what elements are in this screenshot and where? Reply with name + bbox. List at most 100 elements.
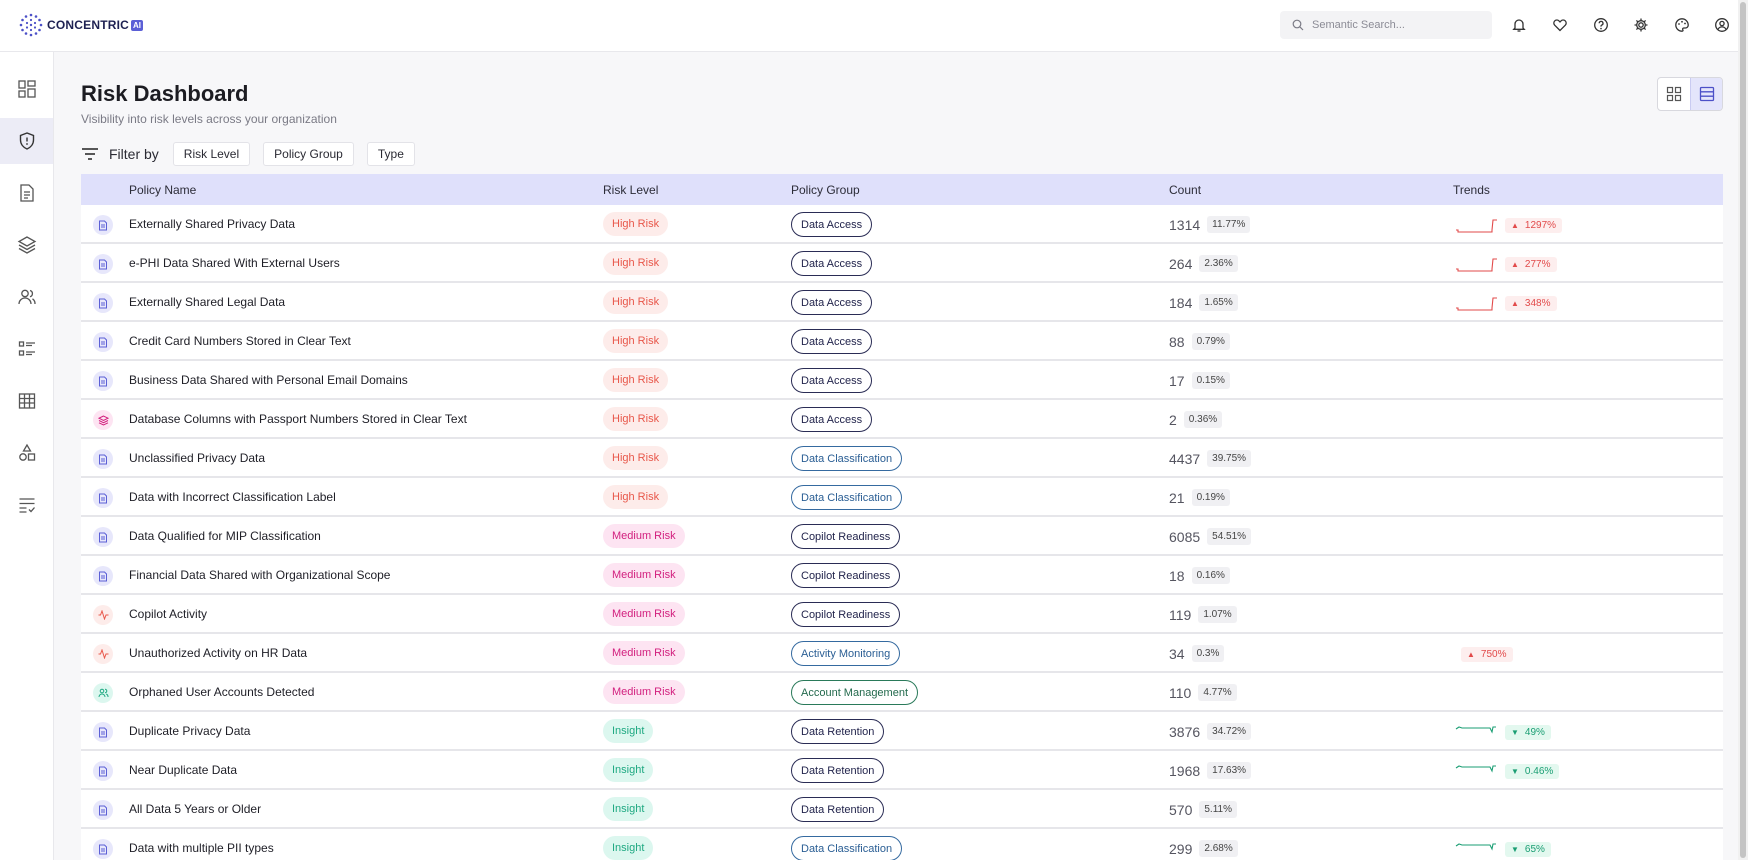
policy-name[interactable]: Externally Shared Privacy Data bbox=[129, 217, 296, 231]
policy-group-tag[interactable]: Data Classification bbox=[791, 836, 903, 860]
document-icon bbox=[93, 449, 113, 469]
policy-group-tag[interactable]: Account Management bbox=[791, 680, 919, 705]
policy-name[interactable]: Database Columns with Passport Numbers S… bbox=[129, 412, 467, 426]
policy-group-tag[interactable]: Copilot Readiness bbox=[791, 602, 901, 627]
gear-icon bbox=[1634, 18, 1648, 32]
table-row[interactable]: Business Data Shared with Personal Email… bbox=[81, 361, 1723, 400]
policy-group-tag[interactable]: Data Retention bbox=[791, 758, 885, 783]
sidebar-item-tables[interactable] bbox=[0, 378, 53, 424]
page-scrollbar[interactable] bbox=[1738, 0, 1748, 860]
policy-group-tag[interactable]: Data Access bbox=[791, 290, 873, 315]
policy-group-tag[interactable]: Copilot Readiness bbox=[791, 563, 901, 588]
policy-group-tag[interactable]: Data Retention bbox=[791, 719, 885, 744]
sidebar-item-overview[interactable] bbox=[0, 66, 53, 112]
policy-name[interactable]: Data with Incorrect Classification Label bbox=[129, 490, 336, 504]
table-row[interactable]: Database Columns with Passport Numbers S… bbox=[81, 400, 1723, 439]
risk-badge: Insight bbox=[603, 836, 654, 860]
count-percent: 0.79% bbox=[1191, 333, 1230, 350]
help-button[interactable] bbox=[1592, 16, 1610, 34]
policy-name[interactable]: Unauthorized Activity on HR Data bbox=[129, 646, 308, 660]
risk-badge: High Risk bbox=[603, 290, 669, 314]
account-button[interactable] bbox=[1713, 16, 1731, 34]
table-row[interactable]: e-PHI Data Shared With External Users Hi… bbox=[81, 244, 1723, 283]
header-policy-name[interactable]: Policy Name bbox=[129, 183, 197, 197]
policy-name[interactable]: e-PHI Data Shared With External Users bbox=[129, 256, 340, 270]
policy-group-tag[interactable]: Data Classification bbox=[791, 485, 903, 510]
policy-group-tag[interactable]: Data Retention bbox=[791, 797, 885, 822]
sidebar-item-lists[interactable] bbox=[0, 326, 53, 372]
sparkline bbox=[1456, 219, 1497, 233]
policy-name[interactable]: Unclassified Privacy Data bbox=[129, 451, 266, 465]
policy-name[interactable]: Duplicate Privacy Data bbox=[129, 724, 251, 738]
table-row[interactable]: Externally Shared Legal Data High Risk D… bbox=[81, 283, 1723, 322]
count-value: 1314 bbox=[1169, 216, 1201, 233]
policy-name[interactable]: Data with multiple PII types bbox=[129, 841, 274, 855]
policy-name[interactable]: Externally Shared Legal Data bbox=[129, 295, 286, 309]
notifications-button[interactable] bbox=[1510, 16, 1528, 34]
policy-name[interactable]: Orphaned User Accounts Detected bbox=[129, 685, 315, 699]
count-percent: 0.36% bbox=[1183, 411, 1223, 428]
policy-name[interactable]: Data Qualified for MIP Classification bbox=[129, 529, 321, 543]
table-row[interactable]: Credit Card Numbers Stored in Clear Text… bbox=[81, 322, 1723, 361]
sidebar-item-users[interactable] bbox=[0, 274, 53, 320]
sidebar-item-documents[interactable] bbox=[0, 170, 53, 216]
policy-group-tag[interactable]: Data Access bbox=[791, 368, 873, 393]
header-count[interactable]: Count bbox=[1169, 183, 1202, 197]
filter-type[interactable]: Type bbox=[366, 142, 415, 166]
document-icon bbox=[93, 566, 113, 586]
table-row[interactable]: Orphaned User Accounts Detected Medium R… bbox=[81, 673, 1723, 712]
policy-name[interactable]: Near Duplicate Data bbox=[129, 763, 238, 777]
trend-cell: ▲ 750% bbox=[1455, 645, 1513, 663]
sidebar-item-risk[interactable] bbox=[0, 118, 53, 164]
brand-logo[interactable]: CONCENTRIC AI bbox=[18, 12, 143, 38]
theme-button[interactable] bbox=[1673, 16, 1691, 34]
table-row[interactable]: Copilot Activity Medium Risk Copilot Rea… bbox=[81, 595, 1723, 634]
activity-icon bbox=[93, 605, 113, 625]
risk-badge: High Risk bbox=[603, 368, 669, 392]
policy-group-tag[interactable]: Data Access bbox=[791, 251, 873, 276]
table-row[interactable]: All Data 5 Years or Older Insight Data R… bbox=[81, 790, 1723, 829]
policy-group-tag[interactable]: Activity Monitoring bbox=[791, 641, 901, 666]
policy-name[interactable]: All Data 5 Years or Older bbox=[129, 802, 262, 816]
policy-name[interactable]: Credit Card Numbers Stored in Clear Text bbox=[129, 334, 351, 348]
table-row[interactable]: Data with multiple PII types Insight Dat… bbox=[81, 829, 1723, 860]
table-row[interactable]: Unclassified Privacy Data High Risk Data… bbox=[81, 439, 1723, 478]
table-row[interactable]: Data with Incorrect Classification Label… bbox=[81, 478, 1723, 517]
table-row[interactable]: Duplicate Privacy Data Insight Data Rete… bbox=[81, 712, 1723, 751]
header-risk-level[interactable]: Risk Level bbox=[603, 183, 659, 197]
sidebar bbox=[0, 52, 54, 860]
filter-risk-level[interactable]: Risk Level bbox=[172, 142, 251, 166]
grid-view-button[interactable] bbox=[1658, 78, 1690, 110]
table-row[interactable]: Unauthorized Activity on HR Data Medium … bbox=[81, 634, 1723, 673]
favorites-button[interactable] bbox=[1551, 16, 1569, 34]
header-trends[interactable]: Trends bbox=[1453, 183, 1490, 197]
count-value: 1968 bbox=[1169, 762, 1201, 779]
policy-name[interactable]: Business Data Shared with Personal Email… bbox=[129, 373, 408, 387]
settings-button[interactable] bbox=[1632, 16, 1650, 34]
table-row[interactable]: Data Qualified for MIP Classification Me… bbox=[81, 517, 1723, 556]
policy-group-tag[interactable]: Data Classification bbox=[791, 446, 903, 471]
search-input[interactable] bbox=[1312, 19, 1482, 31]
policy-name[interactable]: Financial Data Shared with Organizationa… bbox=[129, 568, 391, 582]
trend-cell: ▲ 348% bbox=[1455, 294, 1557, 312]
scrollbar-thumb[interactable] bbox=[1740, 2, 1746, 858]
table-row[interactable]: Financial Data Shared with Organizationa… bbox=[81, 556, 1723, 595]
sidebar-item-layers[interactable] bbox=[0, 222, 53, 268]
sparkline bbox=[1456, 258, 1497, 272]
policy-group-tag[interactable]: Data Access bbox=[791, 329, 873, 354]
policy-group-tag[interactable]: Data Access bbox=[791, 212, 873, 237]
sidebar-item-tasks[interactable] bbox=[0, 482, 53, 528]
policy-name[interactable]: Copilot Activity bbox=[129, 607, 208, 621]
page-subtitle: Visibility into risk levels across your … bbox=[81, 112, 337, 126]
header-policy-group[interactable]: Policy Group bbox=[791, 183, 860, 197]
semantic-search[interactable] bbox=[1280, 11, 1492, 39]
table-row[interactable]: Near Duplicate Data Insight Data Retenti… bbox=[81, 751, 1723, 790]
policy-group-tag[interactable]: Copilot Readiness bbox=[791, 524, 901, 549]
count-value: 18 bbox=[1169, 567, 1185, 584]
table-view-button[interactable] bbox=[1690, 78, 1722, 110]
table-row[interactable]: Externally Shared Privacy Data High Risk… bbox=[81, 205, 1723, 244]
filter-policy-group[interactable]: Policy Group bbox=[263, 142, 354, 166]
policy-group-tag[interactable]: Data Access bbox=[791, 407, 873, 432]
document-icon bbox=[93, 839, 113, 859]
sidebar-item-categories[interactable] bbox=[0, 430, 53, 476]
